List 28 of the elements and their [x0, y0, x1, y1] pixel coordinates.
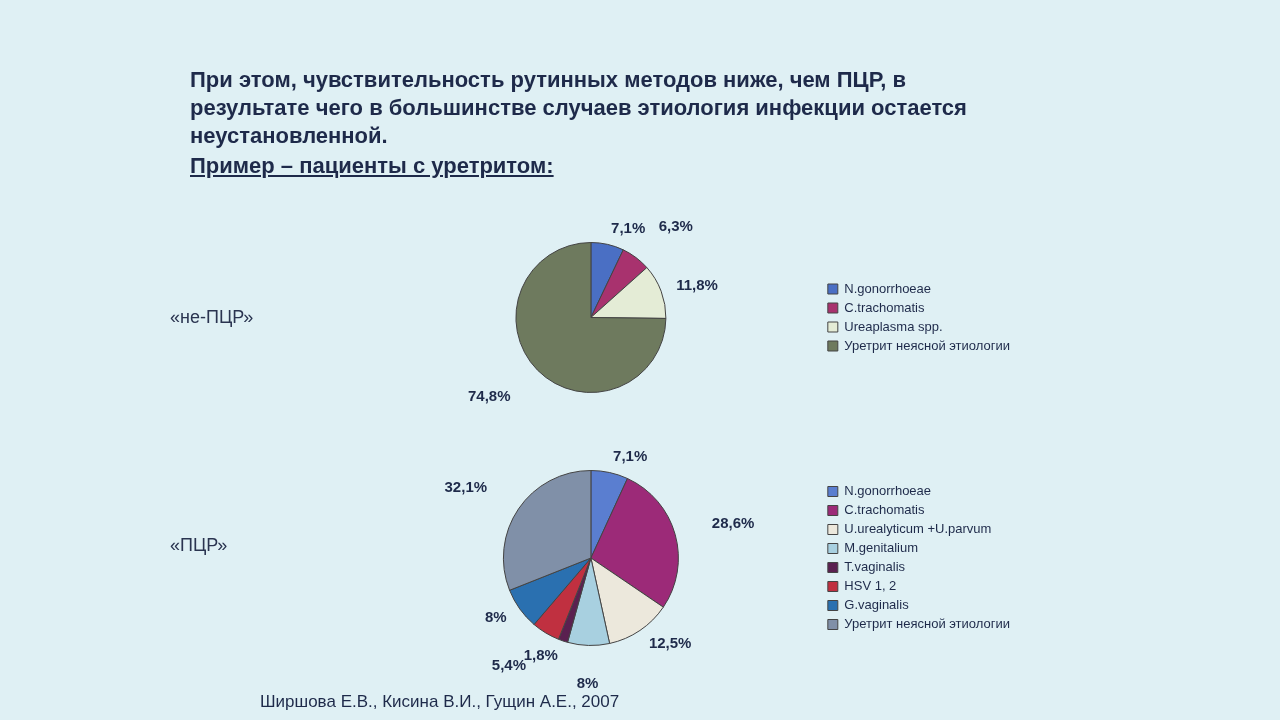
data-label: 12,5% [648, 633, 692, 651]
data-label: 8% [576, 673, 599, 691]
chart-title: При этом, чувствительность рутинных методов ниже, чем ПЦР, в результате чего в большинстве случаев этиология инфекции остается неустановленной. [190, 66, 968, 150]
data-label: 74,8% [467, 387, 511, 405]
data-label: 6,3% [658, 217, 693, 235]
legend-label: C.trachomatis [844, 502, 926, 518]
data-label: 32,1% [444, 477, 488, 495]
legend-label: C.trachomatis [844, 299, 926, 315]
legend-label: N.gonorrhoeae [844, 483, 932, 499]
text: «ПЦР» [170, 535, 229, 556]
legend-label: Уретрит неясной этиологии [844, 337, 1011, 353]
data-label: 1,8% [523, 646, 558, 664]
data-label: 7,1% [613, 447, 648, 465]
chart-subtitle: Пример – пациенты с уретритом: [190, 152, 555, 180]
legend-label: U.urealyticum +U.parvum [844, 521, 992, 537]
legend-label: T.vaginalis [844, 559, 906, 575]
data-label: 11,8% [676, 275, 718, 293]
data-label: 28,6% [711, 514, 755, 532]
legend-label: G.vaginalis [844, 597, 910, 613]
data-label: 8% [485, 608, 507, 626]
legend-label: M.genitalium [844, 540, 919, 556]
text: «не-ПЦР» [170, 307, 255, 328]
legend-label: N.gonorrhoeae [844, 280, 932, 296]
data-label: 7,1% [611, 218, 646, 236]
legend-label: HSV 1, 2 [844, 578, 897, 594]
legend-label: Ureaplasma spp. [844, 318, 943, 334]
legend-label: Уретрит неясной этиологии [844, 616, 1011, 632]
text: Ширшова Е.В., Кисина В.И., Гущин А.Е., 2007 [260, 692, 620, 712]
